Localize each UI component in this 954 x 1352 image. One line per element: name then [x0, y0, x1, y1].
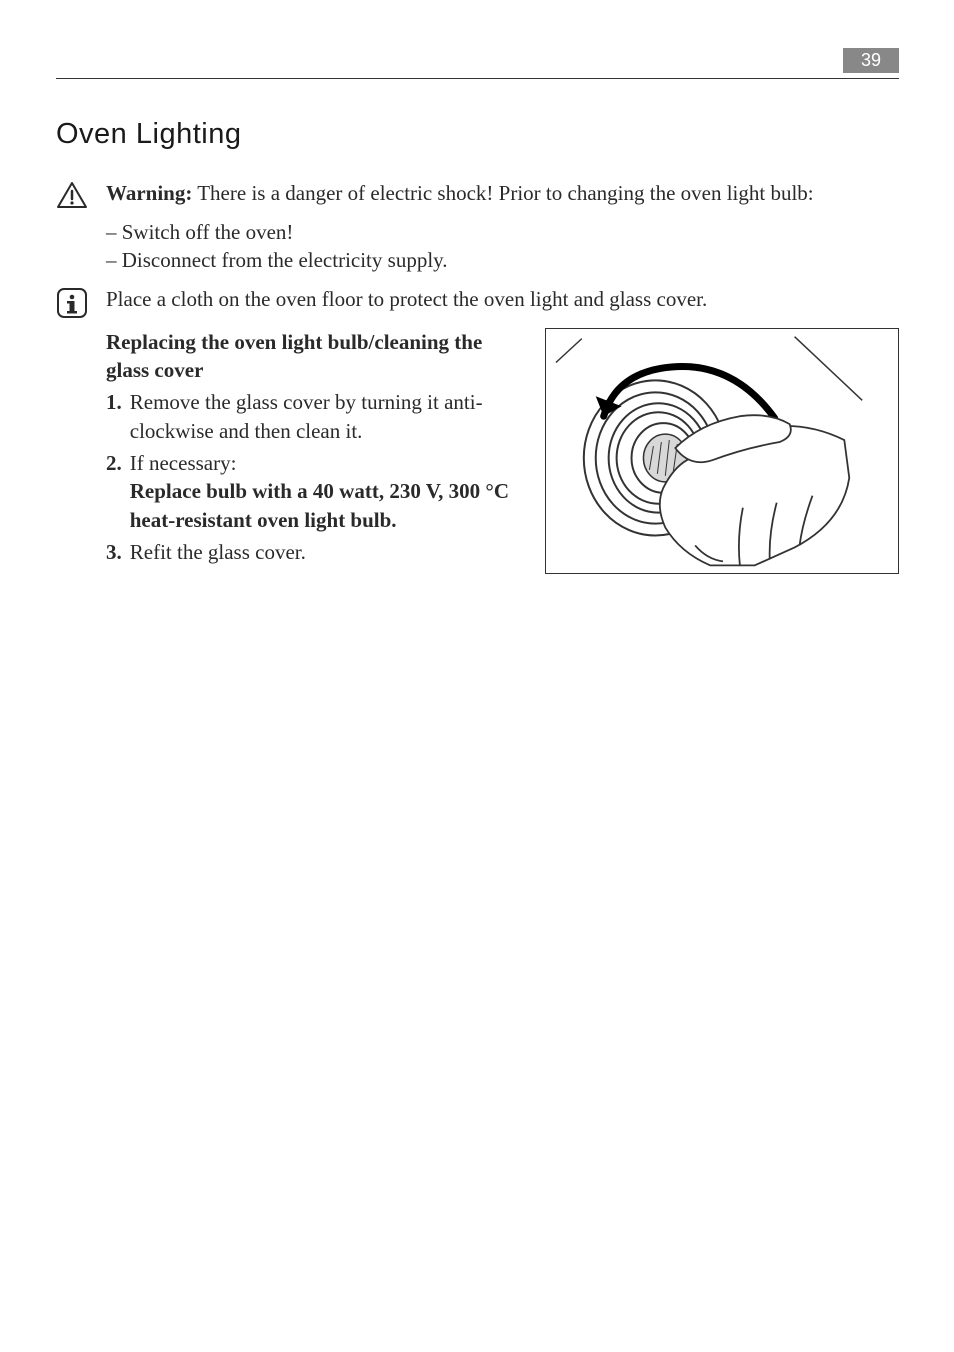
procedure-subheading: Replacing the oven light bulb/cleaning t… — [106, 328, 527, 385]
info-icon — [56, 287, 88, 324]
diagram-column — [545, 328, 899, 574]
warning-bullet: Disconnect from the electricity supply. — [106, 246, 899, 274]
warning-text: Warning: There is a danger of electric s… — [106, 179, 899, 207]
page-content: Oven Lighting Warning: There is a danger… — [56, 118, 899, 574]
procedure-step: 3. Refit the glass cover. — [106, 538, 527, 566]
warning-body: There is a danger of electric shock! Pri… — [197, 181, 813, 205]
step-number: 1. — [106, 388, 122, 445]
bulb-removal-diagram — [545, 328, 899, 574]
warning-label: Warning: — [106, 181, 192, 205]
step-number: 3. — [106, 538, 122, 566]
info-block: Place a cloth on the oven floor to prote… — [56, 285, 899, 324]
step-text: Refit the glass cover. — [130, 538, 527, 566]
info-text: Place a cloth on the oven floor to prote… — [106, 285, 899, 313]
header-rule — [56, 78, 899, 79]
step-text: If necessary: Replace bulb with a 40 wat… — [130, 449, 527, 534]
procedure-step: 2. If necessary: Replace bulb with a 40 … — [106, 449, 527, 534]
step-text-line-bold: Replace bulb with a 40 watt, 230 V, 300 … — [130, 479, 509, 531]
procedure-text-column: Replacing the oven light bulb/cleaning t… — [106, 328, 545, 574]
procedure-steps: 1. Remove the glass cover by turning it … — [106, 388, 527, 566]
warning-bullet: Switch off the oven! — [106, 218, 899, 246]
page-number: 39 — [843, 48, 899, 73]
warning-block: Warning: There is a danger of electric s… — [56, 179, 899, 214]
procedure-block: Replacing the oven light bulb/cleaning t… — [106, 328, 899, 574]
warning-bullet-list: Switch off the oven! Disconnect from the… — [106, 218, 899, 275]
step-text-line: If necessary: — [130, 451, 237, 475]
section-title: Oven Lighting — [56, 118, 899, 151]
step-text: Remove the glass cover by turning it ant… — [130, 388, 527, 445]
step-number: 2. — [106, 449, 122, 534]
procedure-step: 1. Remove the glass cover by turning it … — [106, 388, 527, 445]
warning-triangle-icon — [56, 181, 88, 214]
